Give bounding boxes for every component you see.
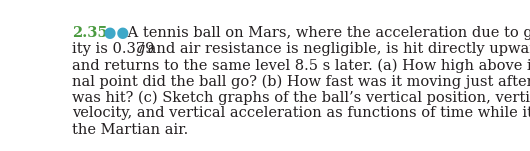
Text: the Martian air.: the Martian air.	[72, 122, 188, 137]
Text: A tennis ball on Mars, where the acceleration due to grav-: A tennis ball on Mars, where the acceler…	[122, 26, 530, 40]
Text: ity is 0.379: ity is 0.379	[72, 42, 154, 56]
Text: and returns to the same level 8.5 s later. (a) How high above its origi-: and returns to the same level 8.5 s late…	[72, 58, 530, 73]
Text: g: g	[136, 42, 145, 56]
Text: nal point did the ball go? (b) How fast was it moving just after it: nal point did the ball go? (b) How fast …	[72, 74, 530, 89]
Text: was hit? (c) Sketch graphs of the ball’s vertical position, vertical: was hit? (c) Sketch graphs of the ball’s…	[72, 90, 530, 105]
Text: velocity, and vertical acceleration as functions of time while it’s in: velocity, and vertical acceleration as f…	[72, 106, 530, 120]
Text: and air resistance is negligible, is hit directly upward: and air resistance is negligible, is hit…	[143, 42, 530, 56]
Text: ●●: ●●	[99, 26, 129, 40]
Text: 2.35: 2.35	[72, 26, 107, 40]
